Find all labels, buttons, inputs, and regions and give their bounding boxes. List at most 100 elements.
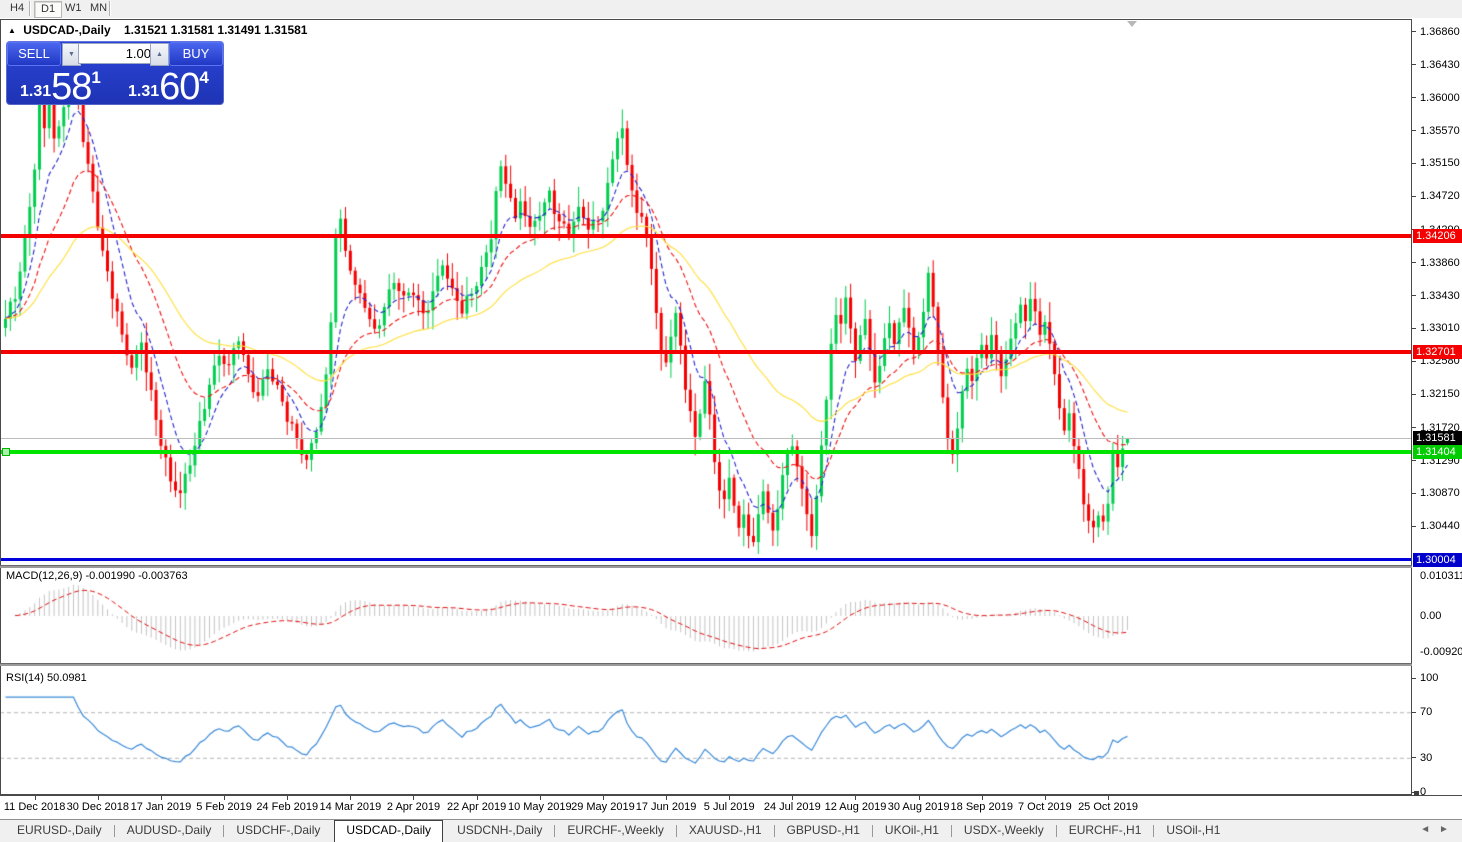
- tab-scroll-arrows: ◄ ►: [1417, 824, 1452, 835]
- chart-tab-eurchf-weekly[interactable]: EURCHF-,Weekly: [567, 823, 664, 837]
- price-axis-label: 1.35570: [1420, 124, 1460, 137]
- rsi-axis-tick: [1412, 711, 1416, 713]
- tab-scroll-right-icon[interactable]: ►: [1439, 824, 1449, 835]
- chart-tab-usdcad-daily[interactable]: USDCAD-,Daily: [334, 820, 444, 842]
- date-axis-tick: [666, 796, 668, 800]
- price-axis-tick: [1412, 130, 1416, 132]
- date-axis-label: 5 Jul 2019: [703, 801, 755, 813]
- toolbar-separator: [109, 1, 111, 16]
- date-axis-tick: [97, 796, 99, 800]
- price-axis-tick: [1412, 162, 1416, 164]
- date-axis-tick: [160, 796, 162, 800]
- price-axis-label: 1.36000: [1420, 91, 1460, 104]
- tab-divider: [223, 825, 225, 837]
- macd-axis-label: -0.009203: [1420, 645, 1462, 658]
- chart-tab-eurchf-h1[interactable]: EURCHF-,H1: [1068, 823, 1142, 837]
- horizontal-line[interactable]: [0, 350, 1411, 354]
- chart-frame-top: [0, 19, 1462, 20]
- line-drag-handle[interactable]: [2, 447, 10, 456]
- sell-price-display[interactable]: 1.31581: [20, 66, 101, 108]
- chart-tab-eurusd-daily[interactable]: EURUSD-,Daily: [17, 823, 102, 837]
- chart-tab-usdx-weekly[interactable]: USDX-,Weekly: [963, 823, 1044, 837]
- price-axis-tick: [1412, 393, 1416, 395]
- chart-shift-marker-icon[interactable]: [1127, 21, 1137, 27]
- price-level-badge: 1.34206: [1413, 229, 1462, 244]
- chart-tab-audusd-daily[interactable]: AUDUSD-,Daily: [126, 823, 212, 837]
- date-axis-tick: [413, 796, 415, 800]
- date-axis-label: 7 Oct 2019: [1017, 801, 1072, 813]
- axis-divider: [1411, 19, 1412, 796]
- frame-corner-grip: [1414, 791, 1419, 796]
- date-axis-tick: [792, 796, 794, 800]
- chart-tab-xauusd-h1[interactable]: XAUUSD-,H1: [688, 823, 762, 837]
- price-axis-label: 1.36430: [1420, 58, 1460, 71]
- rsi-pane-separator[interactable]: [0, 663, 1462, 666]
- tab-divider: [113, 825, 115, 837]
- tab-divider: [554, 825, 556, 837]
- price-axis-tick: [1412, 525, 1416, 527]
- date-axis-label: 12 Aug 2019: [824, 801, 887, 813]
- price-level-badge: 1.30004: [1413, 552, 1462, 567]
- date-axis-tick: [287, 796, 289, 800]
- date-axis-tick: [855, 796, 857, 800]
- tab-divider: [773, 825, 775, 837]
- buy-button[interactable]: BUY: [169, 42, 223, 66]
- chart-frame-bottom: [0, 794, 1462, 796]
- buy-price-display[interactable]: 1.31604: [128, 66, 209, 108]
- horizontal-line[interactable]: [0, 447, 1411, 456]
- sell-price-pip: 1: [91, 68, 101, 87]
- timeframe-button-d1[interactable]: D1: [34, 1, 63, 18]
- price-axis-label: 1.33860: [1420, 256, 1460, 269]
- date-axis-tick: [539, 796, 541, 800]
- volume-up-button[interactable]: ▲: [150, 43, 169, 66]
- horizontal-line[interactable]: [0, 558, 1411, 562]
- collapse-arrow-icon[interactable]: ▲: [8, 26, 16, 35]
- chart-tab-usdchf-daily[interactable]: USDCHF-,Daily: [236, 823, 321, 837]
- tab-divider: [871, 825, 873, 837]
- price-axis-tick: [1412, 295, 1416, 297]
- tab-divider: [675, 825, 677, 837]
- tab-divider: [1153, 825, 1155, 837]
- tab-divider: [950, 825, 952, 837]
- price-axis-tick: [1412, 492, 1416, 494]
- timeframe-button-mn[interactable]: MN: [90, 2, 108, 14]
- price-axis[interactable]: 1.36860 1.36430 1.36000 1.35570 1.35150 1.347…: [1412, 19, 1462, 798]
- horizontal-line[interactable]: [0, 234, 1411, 239]
- price-axis-tick: [1412, 97, 1416, 99]
- macd-pane-separator[interactable]: [0, 565, 1462, 568]
- date-axis-label: 5 Feb 2019: [196, 801, 252, 813]
- tab-scroll-left-icon[interactable]: ◄: [1420, 824, 1431, 835]
- chart-tab-ukoil-h1[interactable]: UKOil-,H1: [884, 823, 939, 837]
- current-price-line[interactable]: [0, 437, 1411, 439]
- chart-tab-gbpusd-h1[interactable]: GBPUSD-,H1: [786, 823, 860, 837]
- price-axis-label: 1.30870: [1420, 487, 1460, 500]
- date-axis-label: 29 May 2019: [571, 801, 635, 813]
- price-axis-label: 1.36860: [1420, 25, 1460, 38]
- date-axis-tick: [1108, 796, 1110, 800]
- date-axis-tick: [729, 796, 731, 800]
- date-axis-tick: [34, 796, 36, 800]
- sell-button[interactable]: SELL: [7, 42, 61, 66]
- chart-symbol-ohlc: ▲ USDCAD-,Daily 1.31521 1.31581 1.31491 …: [8, 23, 307, 37]
- timeframe-button-w1[interactable]: W1: [65, 2, 82, 14]
- rsi-axis-label: 100: [1420, 672, 1439, 684]
- date-axis-tick: [350, 796, 352, 800]
- timeframe-button-h4[interactable]: H4: [10, 2, 25, 14]
- buy-price-main: 60: [159, 66, 200, 108]
- date-axis-tick: [981, 796, 983, 800]
- date-axis-label: 2 Apr 2019: [386, 801, 441, 813]
- one-click-trading-panel: SELL ▼ ▲ BUY 1.31581 1.31604: [6, 41, 224, 108]
- price-axis-label: 1.32150: [1420, 388, 1460, 401]
- price-axis-label: 1.33010: [1420, 322, 1460, 335]
- price-axis-tick: [1412, 262, 1416, 264]
- date-axis-label: 25 Oct 2019: [1078, 801, 1138, 813]
- chart-tab-usoil-h1[interactable]: USOil-,H1: [1166, 823, 1221, 837]
- volume-input[interactable]: [78, 43, 156, 64]
- chart-tab-usdcnh-daily[interactable]: USDCNH-,Daily: [457, 823, 543, 837]
- price-axis-tick: [1412, 31, 1416, 33]
- date-axis-label: 10 May 2019: [507, 801, 572, 813]
- price-axis-tick: [1412, 460, 1416, 462]
- date-axis[interactable]: 11 Dec 2018 30 Dec 2018 17 Jan 2019 5 Feb 2…: [0, 796, 1412, 818]
